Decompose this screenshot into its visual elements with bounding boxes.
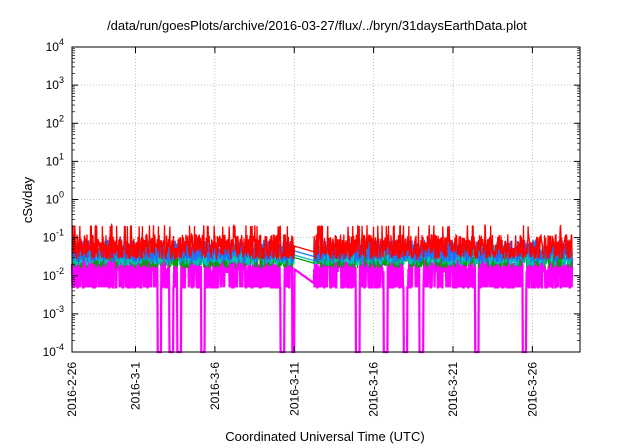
x-axis-label: Coordinated Universal Time (UTC) — [225, 429, 424, 444]
x-axis: 2016-2-26 2016-3-1 2016-3-6 2016-3-11 2016-3… — [65, 47, 539, 417]
y-tick-label: 103 — [46, 75, 64, 92]
y-tick-label: 10-3 — [43, 304, 64, 321]
x-tick-label: 2016-3-1 — [129, 362, 143, 410]
x-tick-label: 2016-3-26 — [525, 362, 539, 417]
x-tick-label: 2016-3-11 — [287, 362, 301, 416]
x-tick-label: 2016-3-16 — [367, 362, 381, 417]
grid — [71, 46, 580, 353]
y-tick-label: 10-4 — [43, 342, 64, 359]
x-tick-label: 2016-3-6 — [208, 362, 222, 410]
chart-title: /data/run/goesPlots/archive/2016-03-27/f… — [107, 18, 527, 33]
y-tick-label: 10-2 — [43, 266, 64, 283]
y-tick-label: 102 — [46, 113, 64, 130]
y-tick-label: 100 — [46, 190, 64, 207]
plot-series — [70, 223, 574, 354]
x-tick-label: 2016-2-26 — [65, 362, 79, 417]
x-tick-label: 2016-3-21 — [446, 362, 460, 417]
series-line-0 — [71, 223, 573, 261]
y-tick-label: 101 — [46, 151, 64, 168]
y-axis: 10-4 10-3 10-2 10-1 100 101 102 103 104 — [43, 37, 580, 359]
plot-frame — [71, 46, 581, 353]
y-tick-label: 10-1 — [43, 228, 64, 245]
y-axis-label: cSv/day — [20, 176, 35, 223]
y-tick-label: 104 — [46, 37, 64, 54]
